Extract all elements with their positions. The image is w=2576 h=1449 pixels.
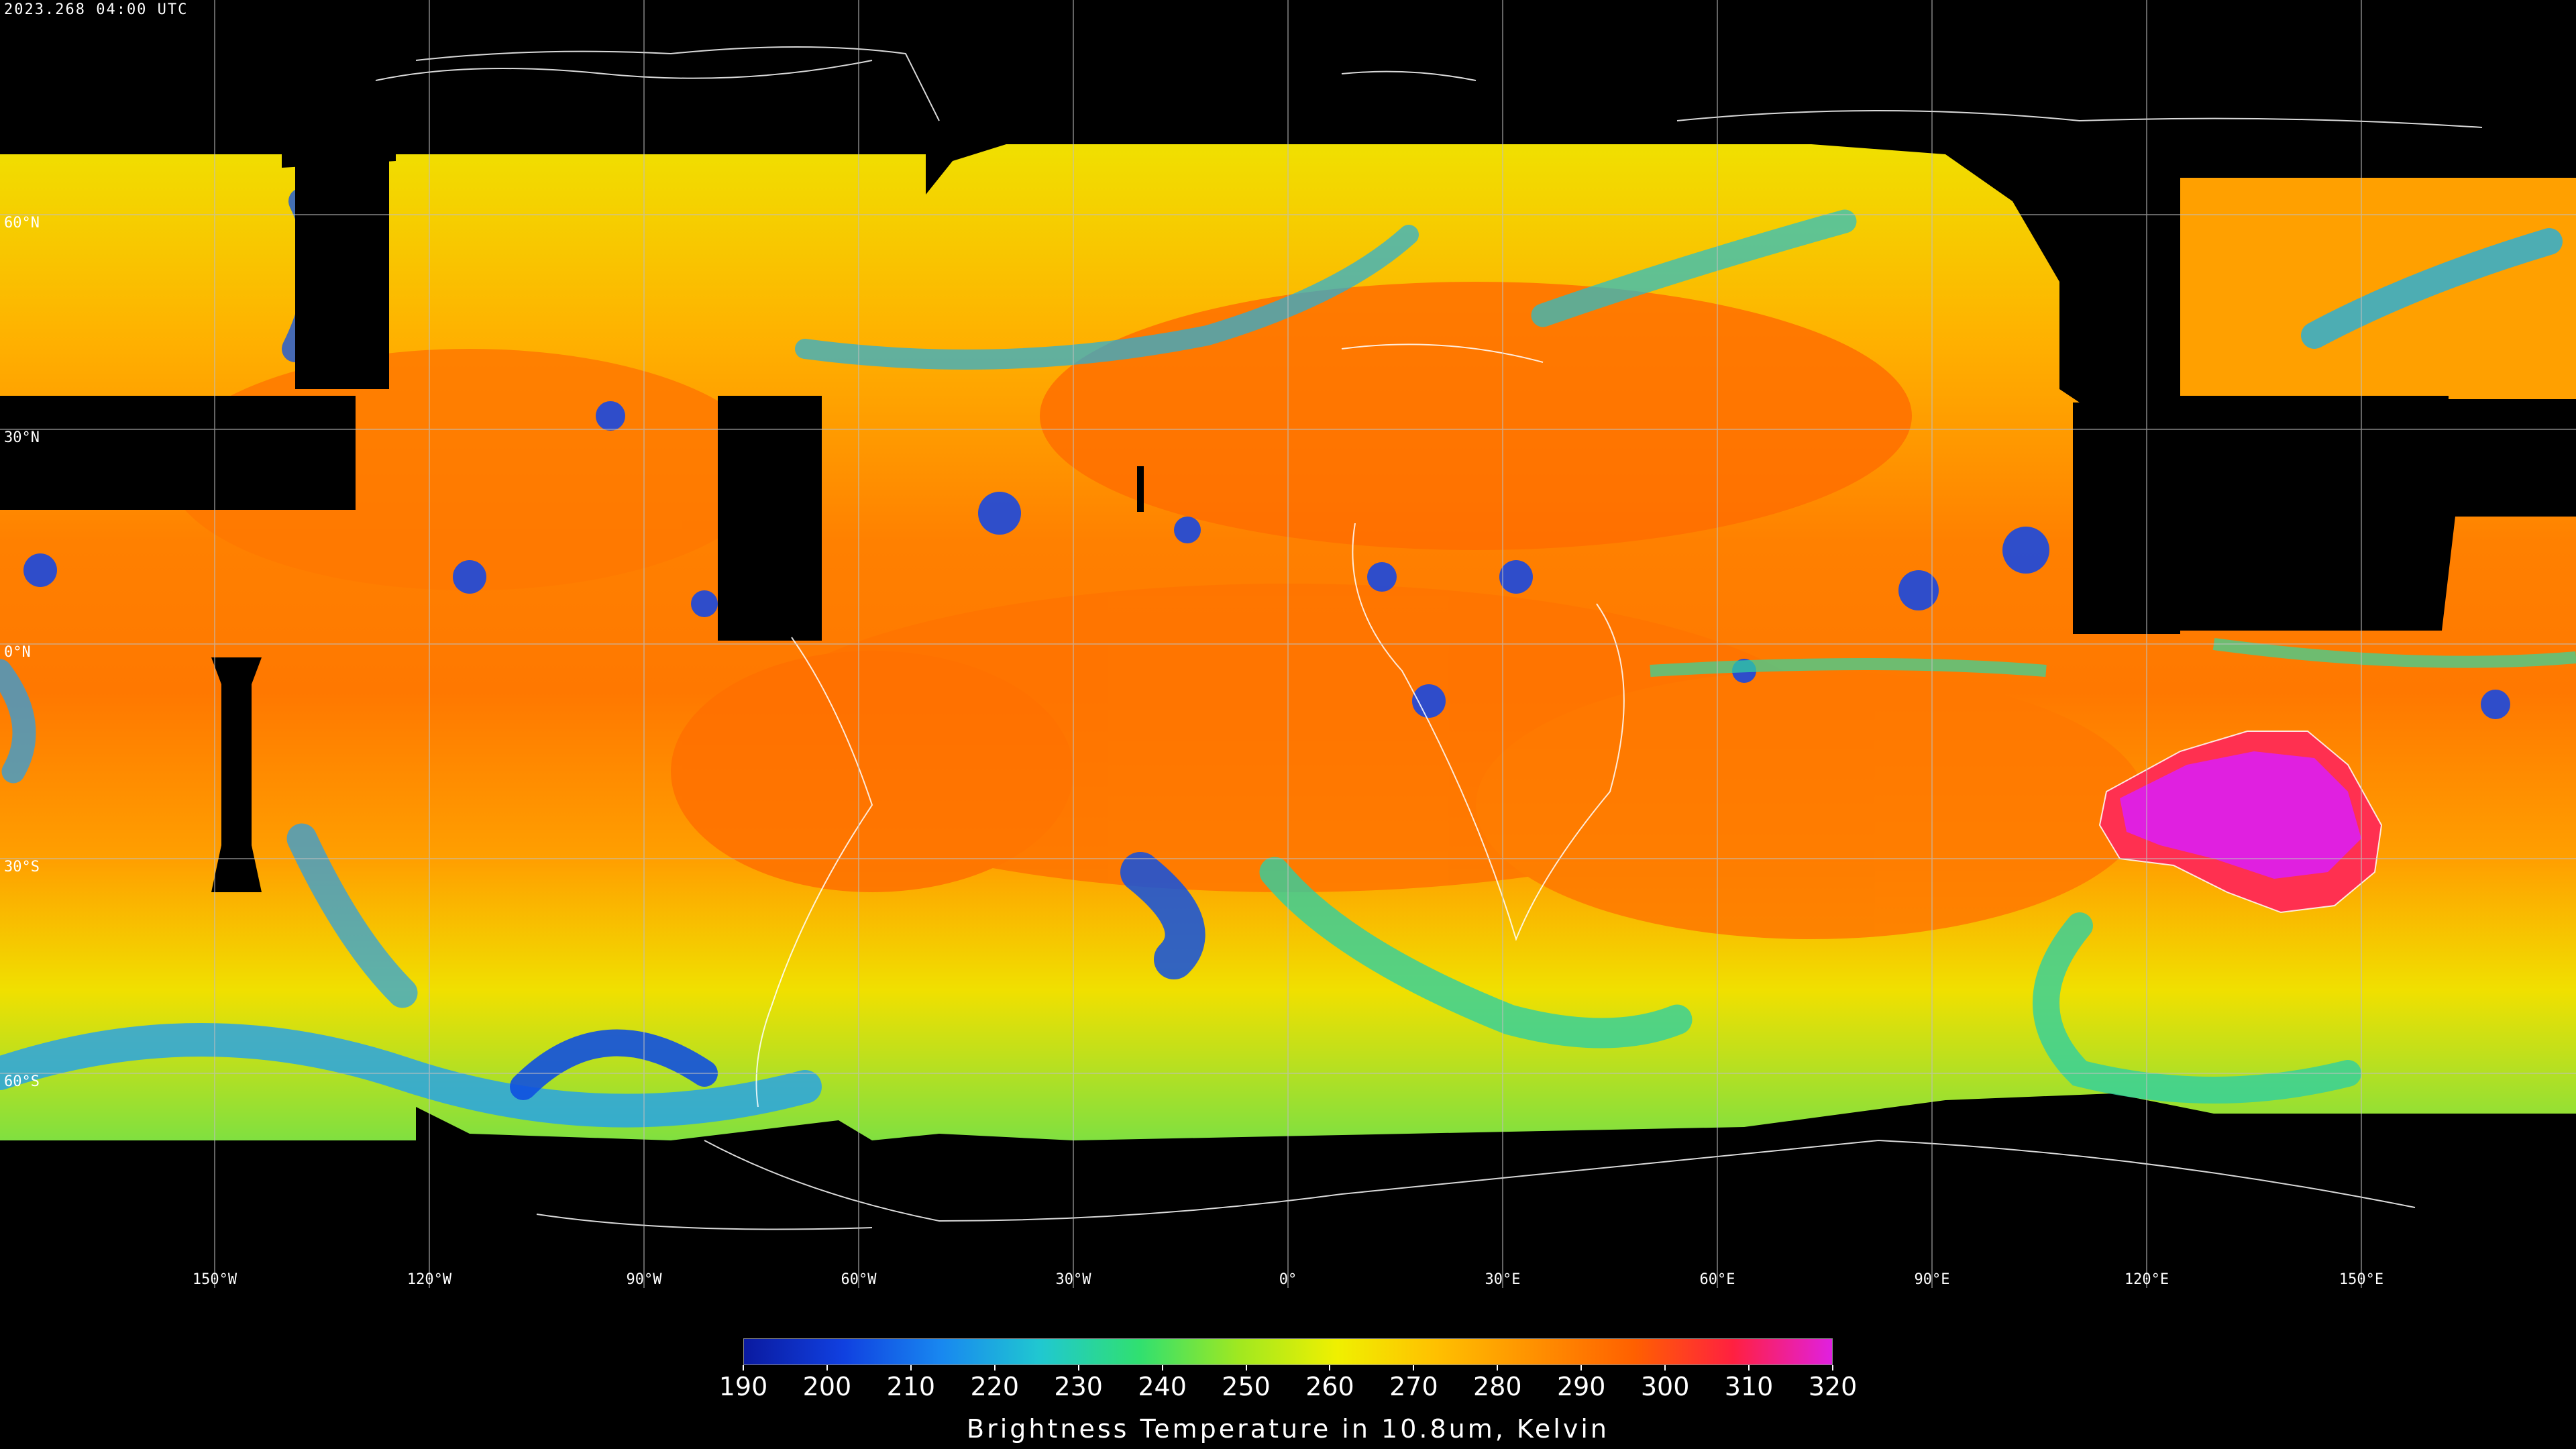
lat-label-30n: 30°N [4,429,40,446]
colorbar-tickmark [910,1365,912,1371]
colorbar-tick-label: 270 [1389,1372,1438,1401]
colorbar-tickmark [1245,1365,1247,1371]
lon-label-60e: 60°E [1699,1271,1735,1288]
colorbar-tick-label: 300 [1640,1372,1690,1401]
colorbar-tickmark [1161,1365,1163,1371]
colorbar-tickmark [994,1365,996,1371]
colorbar-tick-label: 220 [970,1372,1020,1401]
colorbar-tickmark [1664,1365,1666,1371]
lon-label-60w: 60°W [841,1271,877,1288]
colorbar-title: Brightness Temperature in 10.8um, Kelvin [967,1414,1609,1444]
lon-label-0: 0° [1279,1271,1297,1288]
colorbar-tick-label: 250 [1222,1372,1271,1401]
colorbar-tick-label: 190 [718,1372,768,1401]
lat-label-0n: 0°N [4,644,31,661]
colorbar-tick-label: 210 [886,1372,936,1401]
colorbar-tickmark [1748,1365,1750,1371]
lon-label-30w: 30°W [1055,1271,1091,1288]
satellite-map: 60°N 30°N 0°N 30°S 60°S 150°W 120°W 90°W… [0,0,2576,1288]
colorbar-tick-label: 200 [802,1372,852,1401]
coastlines [375,46,2483,1230]
colorbar-tick-label: 280 [1473,1372,1522,1401]
lon-label-90w: 90°W [626,1271,662,1288]
australia-hotspot [2100,731,2381,912]
itcz-band [1650,638,2576,677]
colorbar-tickmark [1580,1365,1582,1371]
timestamp-label: 2023.268 04:00 UTC [4,1,189,18]
lat-label-30s: 30°S [4,859,40,875]
colorbar-tick-label: 230 [1054,1372,1103,1401]
lon-label-150e: 150°E [2339,1271,2384,1288]
brightness-temperature-map [0,0,2576,1288]
colorbar-tickmark [1832,1365,1833,1371]
colorbar-tick-label: 290 [1556,1372,1606,1401]
colorbar-tickmark [1413,1365,1415,1371]
colorbar-tick-label: 320 [1808,1372,1858,1401]
lat-label-60s: 60°S [4,1073,40,1090]
colorbar-tickmark [1077,1365,1079,1371]
colorbar-tickmark [826,1365,828,1371]
colorbar-tickmark [1497,1365,1499,1371]
lon-label-150w: 150°W [192,1271,237,1288]
lat-label-60n: 60°N [4,215,40,231]
lon-label-30e: 30°E [1485,1271,1521,1288]
colorbar-tickmark [1329,1365,1331,1371]
lon-label-120w: 120°W [407,1271,452,1288]
colorbar-tick-label: 260 [1305,1372,1354,1401]
colorbar-tickmark [743,1365,744,1371]
colorbar [743,1338,1833,1365]
colorbar-gradient [743,1338,1833,1365]
lon-label-90e: 90°E [1914,1271,1950,1288]
lon-label-120e: 120°E [2124,1271,2169,1288]
colorbar-tick-label: 310 [1724,1372,1774,1401]
data-gaps [0,161,2449,892]
colorbar-tick-label: 240 [1138,1372,1187,1401]
graticule [0,0,2576,1288]
